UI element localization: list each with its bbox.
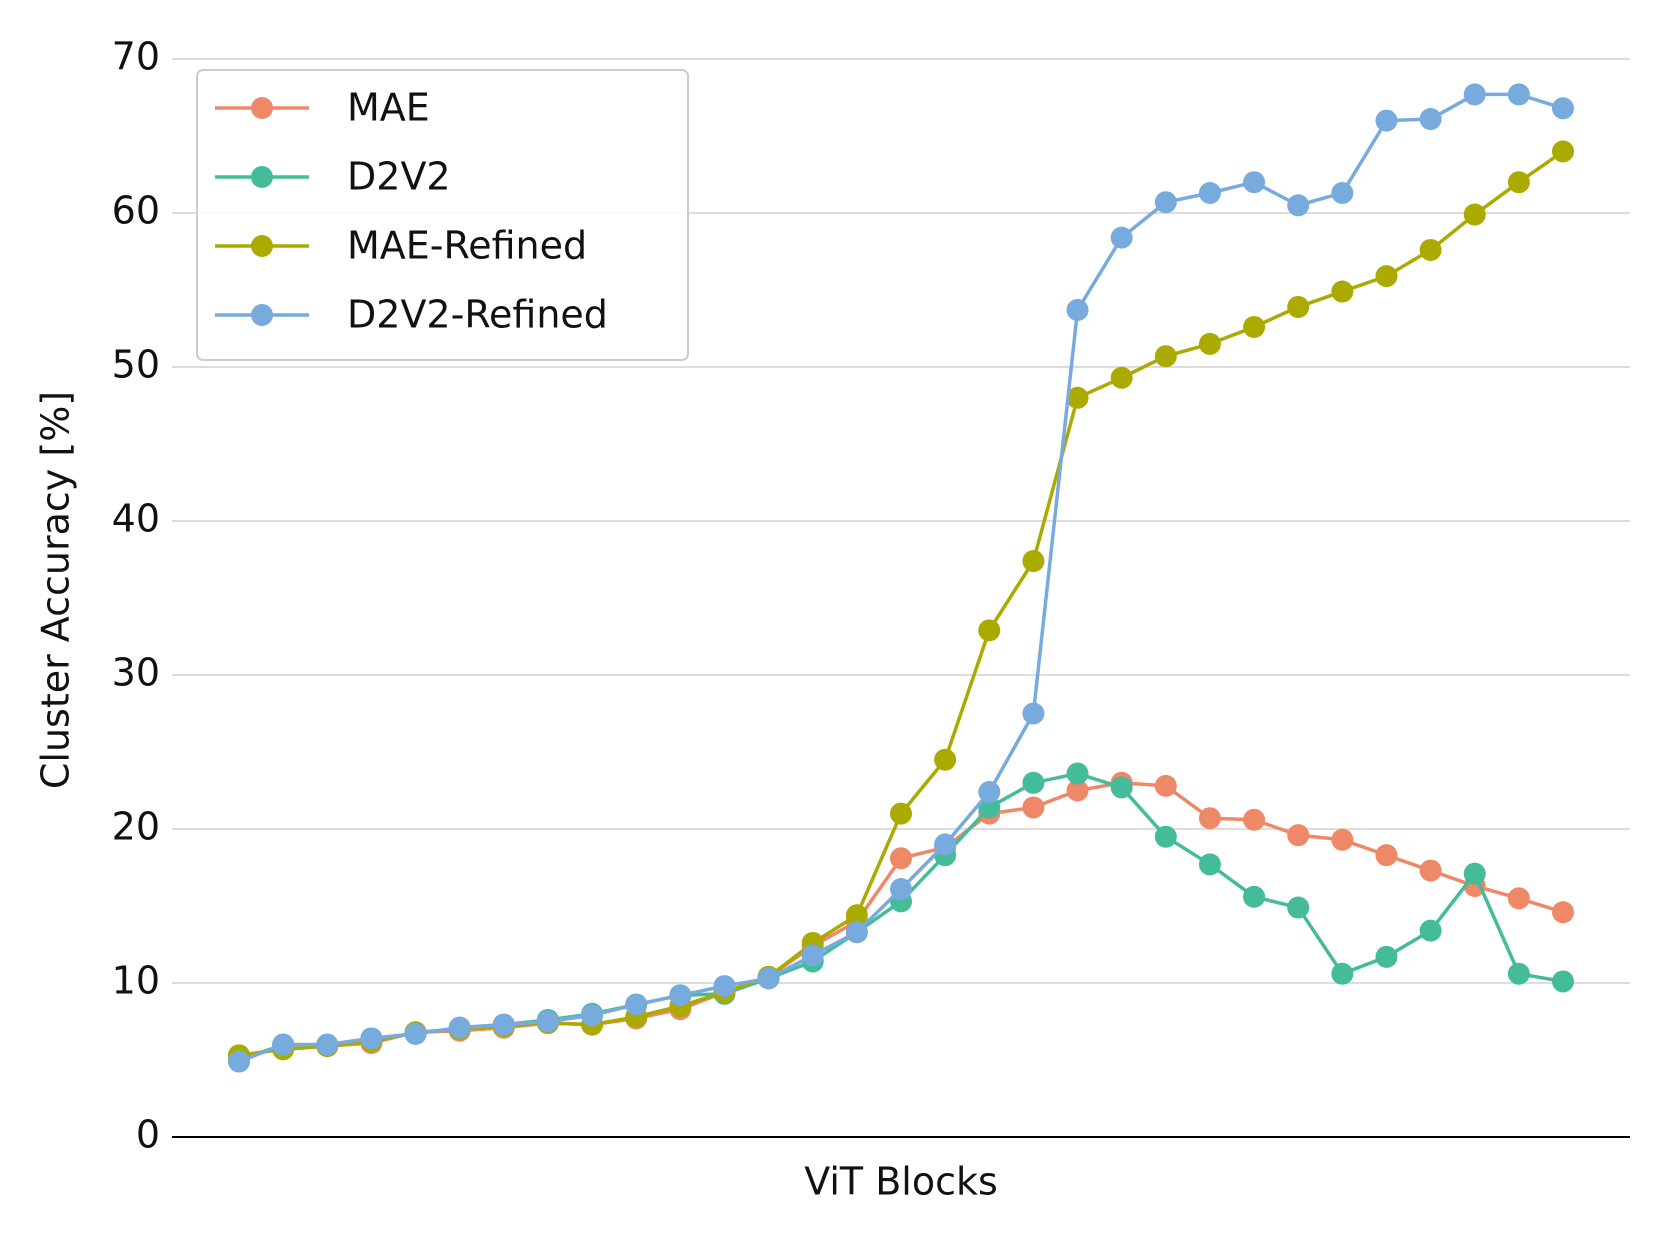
legend-marker [251,97,273,119]
y-tick-label: 40 [112,497,160,541]
point [1463,862,1486,885]
legend-box [196,69,689,361]
point [1419,238,1442,261]
point [1507,887,1530,910]
point [1022,702,1045,725]
point [713,975,736,998]
point [978,619,1001,642]
point [1375,109,1398,132]
point [404,1022,427,1045]
point [1287,295,1310,318]
point [1154,191,1177,214]
point [1110,366,1133,389]
legend-label: D2V2-Refined [347,293,608,337]
legend-marker [251,304,273,326]
point [228,1050,250,1073]
point [536,1010,559,1033]
point [1154,825,1177,848]
point [978,796,1001,819]
y-tick-label: 30 [112,651,160,695]
point [1110,226,1133,249]
point [1022,771,1045,794]
point [1243,808,1266,831]
point [1419,919,1442,942]
point [1463,83,1486,106]
point [1507,962,1530,985]
point [1243,315,1266,338]
point [1198,853,1221,876]
point [1198,807,1221,830]
point [492,1013,515,1036]
point [1198,181,1221,204]
y-axis-label: Cluster Accuracy [%] [34,391,78,789]
point [272,1033,295,1056]
point [1243,885,1266,908]
point [1287,896,1310,919]
point [1331,181,1354,204]
point [1552,140,1574,163]
legend-label: MAE [347,86,430,130]
point [1331,280,1354,303]
y-tick-label: 20 [112,805,160,849]
legend-label: MAE-Refined [347,224,587,268]
point [316,1033,339,1056]
y-tick-label: 70 [112,35,160,79]
point [448,1016,471,1039]
point [1552,970,1574,993]
point [1463,203,1486,226]
point [1287,194,1310,217]
point [845,904,868,927]
point [1066,762,1089,785]
point [1154,774,1177,797]
point [625,993,648,1016]
point [1154,345,1177,368]
point [1066,299,1089,322]
y-tick-label: 10 [112,959,160,1003]
point [1419,108,1442,131]
point [1022,550,1045,573]
point [1375,265,1398,288]
point [1419,859,1442,882]
point [1507,83,1530,106]
point [890,847,912,870]
point [1198,332,1221,355]
point [1066,386,1089,409]
y-tick-label: 60 [112,189,160,233]
point [1110,776,1133,799]
point [801,944,824,967]
point [890,802,912,825]
legend-label: D2V2 [347,155,451,199]
point [1375,844,1398,867]
x-axis-label: ViT Blocks [804,1160,998,1204]
y-tick-label: 0 [136,1113,160,1157]
point [581,1004,604,1027]
point [934,833,957,856]
point [1066,779,1089,802]
point [669,984,692,1007]
legend-marker [251,166,273,188]
point [757,967,780,990]
y-tick-label: 50 [112,343,160,387]
point [890,878,912,901]
point [1375,945,1398,968]
point [1552,901,1574,924]
point [1552,97,1574,120]
point [1507,171,1530,194]
point [978,781,1001,804]
point [1331,828,1354,851]
point [1331,962,1354,985]
point [1022,796,1045,819]
point [1243,171,1266,194]
legend-marker [251,235,273,257]
point [845,921,868,944]
point [934,748,957,771]
point [1287,824,1310,847]
point [360,1027,383,1050]
